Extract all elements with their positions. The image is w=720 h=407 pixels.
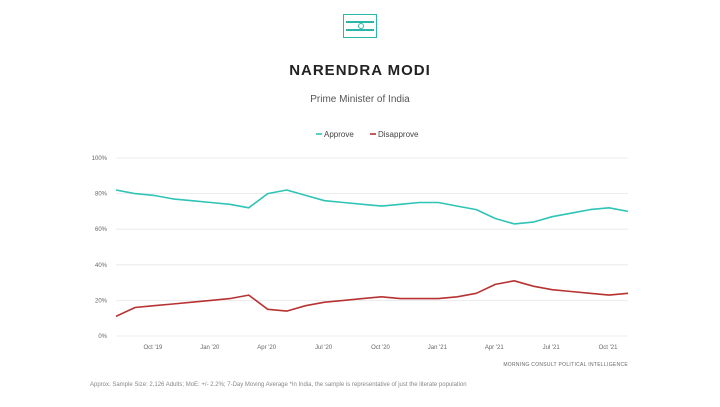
x-tick-label: Jul '20 bbox=[315, 345, 333, 351]
page-title: NARENDRA MODI bbox=[289, 62, 431, 79]
y-tick-label: 0% bbox=[98, 334, 107, 340]
legend-label-approve: Approve bbox=[324, 130, 354, 139]
y-tick-label: 60% bbox=[95, 227, 108, 233]
x-tick-label: Jan '20 bbox=[200, 345, 220, 351]
legend-label-disapprove: Disapprove bbox=[378, 130, 419, 139]
india-flag-icon bbox=[343, 14, 377, 38]
page-subtitle: Prime Minister of India bbox=[310, 94, 410, 105]
x-tick-label: Oct '21 bbox=[599, 345, 618, 351]
y-tick-label: 20% bbox=[95, 298, 108, 304]
x-tick-label: Jan '21 bbox=[428, 345, 448, 351]
series-line-disapprove bbox=[115, 279, 629, 318]
footnote: Approx. Sample Size: 2,126 Adults; MoE: … bbox=[90, 382, 467, 388]
x-tick-label: Oct '19 bbox=[144, 345, 163, 351]
chart-grid bbox=[116, 157, 628, 337]
series-line-approve bbox=[115, 189, 629, 225]
y-axis-ticks: 0% 20% 40% 60% 80% 100% bbox=[92, 156, 108, 340]
chart-legend: Approve Disapprove bbox=[316, 130, 419, 139]
y-tick-label: 100% bbox=[92, 156, 108, 162]
y-tick-label: 40% bbox=[95, 263, 108, 269]
y-tick-label: 80% bbox=[95, 192, 108, 198]
x-tick-label: Oct '20 bbox=[371, 345, 390, 351]
x-tick-label: Apr '21 bbox=[485, 345, 504, 351]
x-tick-label: Apr '20 bbox=[257, 345, 276, 351]
x-tick-label: Jul '21 bbox=[543, 345, 561, 351]
source-label: MORNING CONSULT POLITICAL INTELLIGENCE bbox=[503, 362, 628, 368]
chart-series bbox=[115, 189, 629, 318]
x-axis-ticks: Oct '19 Jan '20 Apr '20 Jul '20 Oct '20 Jan '… bbox=[144, 345, 619, 351]
